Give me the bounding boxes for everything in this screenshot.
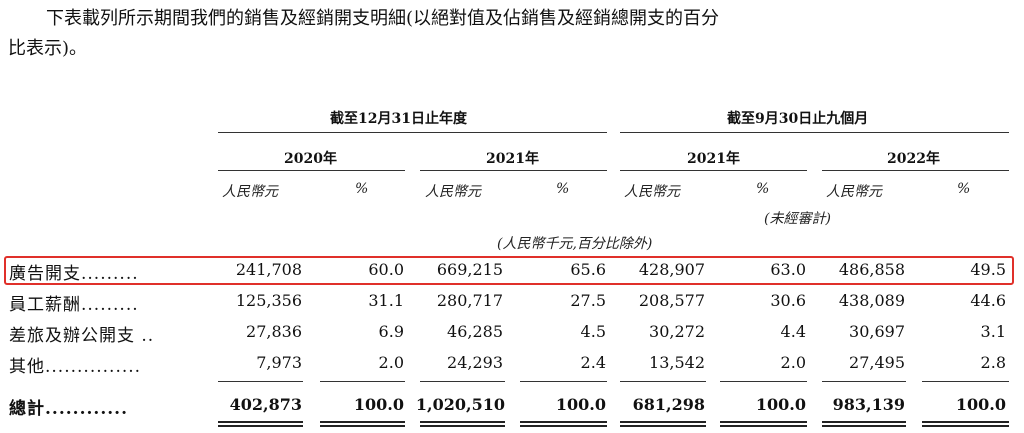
subtotal-rule bbox=[720, 381, 807, 382]
row-value: 241,708 bbox=[235, 260, 302, 279]
total-value: 1,020,510 bbox=[415, 395, 505, 414]
row-value: 7,973 bbox=[256, 353, 302, 372]
year-rule-3 bbox=[620, 170, 807, 171]
double-rule bbox=[218, 425, 303, 427]
double-rule bbox=[720, 425, 807, 427]
row-value: 2.0 bbox=[780, 353, 806, 372]
row-value: 27,836 bbox=[246, 322, 302, 341]
double-rule bbox=[822, 425, 906, 427]
total-value: 100.0 bbox=[955, 395, 1006, 414]
year-header-2: 2021年 bbox=[486, 151, 539, 167]
row-value: 60.0 bbox=[368, 260, 404, 279]
row-value: 13,542 bbox=[649, 353, 705, 372]
double-rule bbox=[922, 425, 1009, 427]
double-rule bbox=[822, 421, 906, 423]
year-rule-4 bbox=[822, 170, 1009, 171]
row-value: 31.1 bbox=[368, 291, 404, 310]
double-rule bbox=[620, 425, 706, 427]
period-rule-right bbox=[620, 132, 1009, 133]
col-rmb-3: 人民幣元 bbox=[624, 184, 680, 200]
col-pct-2: % bbox=[556, 181, 570, 197]
subtotal-rule bbox=[620, 381, 706, 382]
subtotal-rule bbox=[822, 381, 906, 382]
row-value: 438,089 bbox=[838, 291, 905, 310]
double-rule bbox=[520, 421, 607, 423]
col-pct-1: % bbox=[355, 181, 369, 197]
col-rmb-2: 人民幣元 bbox=[425, 184, 481, 200]
total-value: 681,298 bbox=[632, 395, 705, 414]
intro-line-1: 下表載列所示期間我們的銷售及經銷開支明細(以絕對值及佔銷售及經銷總開支的百分 bbox=[46, 8, 720, 29]
row-value: 3.1 bbox=[980, 322, 1006, 341]
year-header-4: 2022年 bbox=[887, 151, 940, 167]
subtotal-rule bbox=[922, 381, 1009, 382]
row-value: 63.0 bbox=[770, 260, 806, 279]
subtotal-rule bbox=[420, 381, 505, 382]
double-rule bbox=[420, 425, 505, 427]
col-rmb-4: 人民幣元 bbox=[826, 184, 882, 200]
double-rule bbox=[520, 425, 607, 427]
double-rule bbox=[420, 421, 505, 423]
double-rule bbox=[218, 421, 303, 423]
row-value: 27.5 bbox=[570, 291, 606, 310]
subtotal-rule bbox=[218, 381, 303, 382]
row-value: 44.6 bbox=[970, 291, 1006, 310]
double-rule bbox=[320, 425, 405, 427]
total-label: 總計............ bbox=[9, 399, 129, 419]
intro-line-2: 比表示)。 bbox=[8, 38, 88, 59]
double-rule bbox=[620, 421, 706, 423]
row-value: 65.6 bbox=[570, 260, 606, 279]
total-value: 402,873 bbox=[229, 395, 302, 414]
period-full-year: 截至12月31日止年度 bbox=[330, 111, 467, 127]
total-value: 983,139 bbox=[832, 395, 905, 414]
row-value: 4.5 bbox=[580, 322, 606, 341]
col-rmb-1: 人民幣元 bbox=[222, 184, 278, 200]
row-value: 30.6 bbox=[770, 291, 806, 310]
row-value: 6.9 bbox=[378, 322, 404, 341]
row-value: 27,495 bbox=[849, 353, 905, 372]
row-label: 員工薪酬......... bbox=[9, 295, 139, 315]
row-value: 125,356 bbox=[235, 291, 302, 310]
subtotal-rule bbox=[320, 381, 405, 382]
row-value: 2.8 bbox=[980, 353, 1006, 372]
col-pct-3: % bbox=[756, 181, 770, 197]
row-value: 669,215 bbox=[436, 260, 503, 279]
highlight-box bbox=[4, 256, 1014, 285]
row-value: 208,577 bbox=[638, 291, 705, 310]
year-header-1: 2020年 bbox=[284, 151, 337, 167]
row-value: 428,907 bbox=[638, 260, 705, 279]
row-label: 差旅及辦公開支 .. bbox=[9, 326, 155, 346]
subtotal-rule bbox=[520, 381, 607, 382]
double-rule bbox=[320, 421, 405, 423]
period-rule-left bbox=[218, 132, 607, 133]
col-pct-4: % bbox=[957, 181, 971, 197]
row-value: 4.4 bbox=[780, 322, 806, 341]
row-value: 30,697 bbox=[849, 322, 905, 341]
row-value: 24,293 bbox=[447, 353, 503, 372]
unaudited-note: (未經審計) bbox=[764, 211, 831, 227]
row-label: 其他............... bbox=[9, 357, 142, 377]
year-rule-1 bbox=[218, 170, 405, 171]
double-rule bbox=[720, 421, 807, 423]
row-value: 280,717 bbox=[436, 291, 503, 310]
unit-note: (人民幣千元,百分比除外) bbox=[497, 236, 653, 252]
row-value: 486,858 bbox=[838, 260, 905, 279]
double-rule bbox=[922, 421, 1009, 423]
row-value: 49.5 bbox=[970, 260, 1006, 279]
year-rule-2 bbox=[420, 170, 607, 171]
total-value: 100.0 bbox=[353, 395, 404, 414]
row-value: 46,285 bbox=[447, 322, 503, 341]
row-value: 2.0 bbox=[378, 353, 404, 372]
total-value: 100.0 bbox=[555, 395, 606, 414]
row-value: 2.4 bbox=[580, 353, 606, 372]
row-value: 30,272 bbox=[649, 322, 705, 341]
period-nine-months: 截至9月30日止九個月 bbox=[727, 111, 869, 127]
total-value: 100.0 bbox=[755, 395, 806, 414]
year-header-3: 2021年 bbox=[687, 151, 740, 167]
row-label: 廣告開支......... bbox=[9, 264, 139, 284]
